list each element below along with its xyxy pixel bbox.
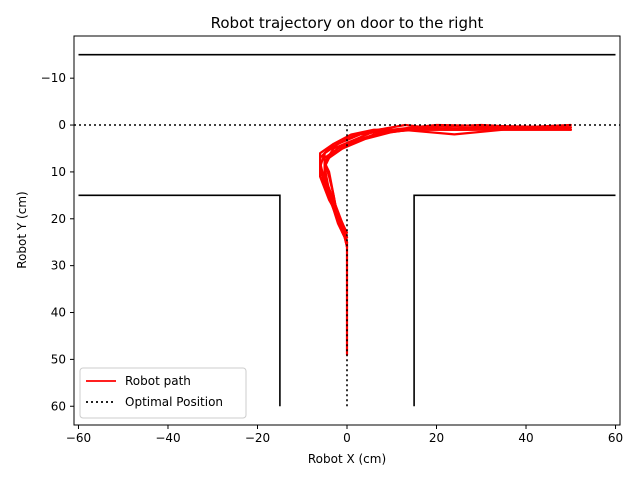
legend-label-robot-path: Robot path [125,374,191,388]
x-tick-label: 40 [518,431,533,445]
y-tick-label: 0 [58,118,66,132]
x-axis: −60 −40 −20 0 20 40 60 [66,425,623,445]
legend: Robot path Optimal Position [79,367,247,419]
robot-path-line-7 [319,123,572,248]
x-tick-label: −20 [245,431,270,445]
y-tick-label: 10 [51,165,66,179]
robot-path-line-0 [323,128,572,356]
robot-path-line-3 [323,123,572,244]
robot-path-line-5 [323,126,572,244]
y-axis: −10 0 10 20 30 40 50 60 [41,71,74,413]
chart-title: Robot trajectory on door to the right [211,14,484,32]
x-tick-label: 0 [343,431,351,445]
y-tick-label: 50 [51,352,66,366]
y-tick-label: 60 [51,399,66,413]
y-tick-label: 40 [51,306,66,320]
wall-1 [78,194,281,407]
x-tick-label: −40 [155,431,180,445]
y-tick-label: −10 [41,71,66,85]
plot-area [74,53,620,407]
legend-box [79,367,247,419]
robot-path-line-1 [319,126,572,248]
robot-path-line-4 [323,123,572,234]
y-tick-label: 30 [51,259,66,273]
x-tick-label: −60 [66,431,91,445]
x-axis-label: Robot X (cm) [308,452,386,466]
y-axis-label: Robot Y (cm) [15,191,29,268]
legend-label-optimal-position: Optimal Position [125,395,223,409]
x-tick-label: 20 [429,431,444,445]
y-tick-label: 20 [51,212,66,226]
robot-path-line-6 [323,123,572,239]
x-tick-label: 60 [608,431,623,445]
robot-path-line-2 [319,128,572,239]
wall-2 [413,194,616,407]
